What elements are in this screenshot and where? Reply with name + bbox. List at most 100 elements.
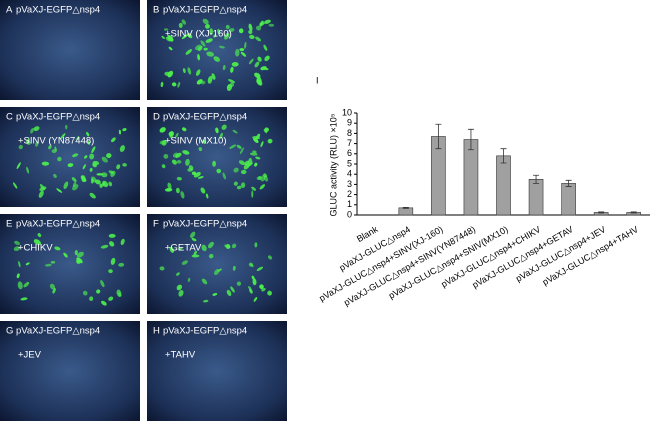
fluorescent-cell xyxy=(224,32,230,40)
fluorescent-cell xyxy=(222,65,226,71)
fluorescent-cell xyxy=(185,49,192,55)
fluorescent-cell xyxy=(259,284,264,289)
error-bar xyxy=(533,174,540,184)
fluorescent-cell xyxy=(219,132,223,139)
fluorescent-cell xyxy=(54,146,57,152)
fluorescent-cell xyxy=(181,34,188,39)
fluorescent-cell xyxy=(235,48,240,57)
fluorescent-cell xyxy=(161,139,167,146)
fluorescent-cell xyxy=(202,18,209,25)
fluorescent-cell xyxy=(101,156,108,163)
fluorescent-cell xyxy=(89,167,93,172)
fluorescent-cell xyxy=(101,172,108,178)
fluorescent-cell xyxy=(80,175,86,180)
fluorescent-cell xyxy=(255,36,262,42)
fluorescent-cell xyxy=(252,278,257,286)
fluorescent-cell xyxy=(230,66,234,73)
fluorescent-cell xyxy=(185,158,190,166)
y-tick-label: 10 xyxy=(342,107,352,117)
fluorescent-cell xyxy=(176,160,182,164)
y-axis-label: GLUC activity (RLU) ×10⁵ xyxy=(328,113,338,216)
fluorescent-cell xyxy=(182,150,190,155)
fluorescent-cell xyxy=(193,172,201,178)
fluorescent-cell xyxy=(240,169,247,175)
fluorescent-cell xyxy=(232,265,236,271)
fluorescent-cell xyxy=(249,152,258,156)
fluorescent-cell xyxy=(159,127,166,133)
fluorescent-cell xyxy=(54,246,61,251)
fluorescent-cell xyxy=(172,152,179,158)
fluorescent-cell xyxy=(254,72,261,79)
fluorescent-cell xyxy=(258,176,262,181)
fluorescent-cell xyxy=(76,251,84,258)
fluorescent-cell xyxy=(256,266,264,272)
fluorescent-cell xyxy=(180,191,185,199)
fluorescent-cell xyxy=(89,192,96,199)
fluorescent-cell xyxy=(50,260,56,264)
fluorescent-cell xyxy=(96,173,103,176)
fluorescent-cell xyxy=(16,273,20,279)
fluorescent-cell xyxy=(18,261,21,268)
fluorescent-cell xyxy=(254,242,258,248)
fluorescent-cell xyxy=(171,82,177,87)
fluorescent-cell xyxy=(90,176,97,183)
panel-letter: A xyxy=(6,5,13,16)
panel-text: +GETAV xyxy=(165,243,202,254)
fluorescent-cell xyxy=(200,40,206,47)
fluorescent-cell xyxy=(228,79,236,84)
fluorescent-cell xyxy=(100,280,105,288)
fluorescent-cell xyxy=(175,187,180,194)
fluorescent-cell xyxy=(222,172,226,180)
fluorescent-cell xyxy=(236,144,242,149)
fluorescent-cell xyxy=(191,237,197,242)
fluorescent-cell xyxy=(201,244,207,252)
fluorescent-cell xyxy=(67,163,74,168)
fluorescent-cell xyxy=(228,28,235,33)
fluorescent-cell xyxy=(244,41,247,49)
fluorescent-cell xyxy=(37,233,42,238)
fluorescent-cell xyxy=(209,28,213,35)
bar xyxy=(561,183,576,216)
fluorescent-cell xyxy=(82,164,86,170)
fluorescent-cell xyxy=(101,300,107,306)
bar xyxy=(463,139,479,216)
fluorescent-cell xyxy=(255,156,261,160)
fluorescent-cell xyxy=(260,141,264,148)
fluorescent-cell xyxy=(259,184,266,190)
fluorescent-cell xyxy=(163,28,169,31)
fluorescent-cell xyxy=(44,263,52,267)
fluorescent-cell xyxy=(200,187,206,194)
fluorescent-cell xyxy=(264,127,269,132)
fluorescent-cell xyxy=(177,81,181,88)
fluorescent-cell xyxy=(213,56,220,62)
fluorescent-cell xyxy=(86,132,90,137)
fluorescent-cell xyxy=(23,281,30,288)
fluorescent-cell xyxy=(108,233,116,238)
fluorescent-cell xyxy=(181,260,189,265)
fluorescent-cell xyxy=(110,257,116,265)
panel-text: +TAHV xyxy=(165,350,196,361)
fluorescent-cell xyxy=(249,288,253,294)
fluorescent-cell xyxy=(211,73,216,80)
fluorescent-cell xyxy=(239,48,245,52)
fluorescent-cell xyxy=(168,46,173,51)
fluorescent-cell xyxy=(178,22,183,29)
fluorescent-cell xyxy=(267,138,273,144)
fluorescent-cell xyxy=(229,144,237,149)
panel-text: pVaXJ-EGFP△nsp4 xyxy=(16,326,100,337)
fluorescent-cell xyxy=(252,150,257,154)
y-tick-label: 1 xyxy=(347,199,352,209)
fluorescent-cell xyxy=(76,136,80,141)
fluorescent-cell xyxy=(231,243,237,249)
fluorescent-cell xyxy=(163,153,169,159)
fluorescent-cell xyxy=(256,76,262,85)
fluorescent-cell xyxy=(48,145,52,150)
y-tick-label: 5 xyxy=(347,158,352,168)
fluorescent-cell xyxy=(16,162,21,169)
panel-image xyxy=(0,0,140,100)
panel-label: I xyxy=(316,75,319,85)
panel-text: +SINV (YN87448) xyxy=(18,136,94,147)
